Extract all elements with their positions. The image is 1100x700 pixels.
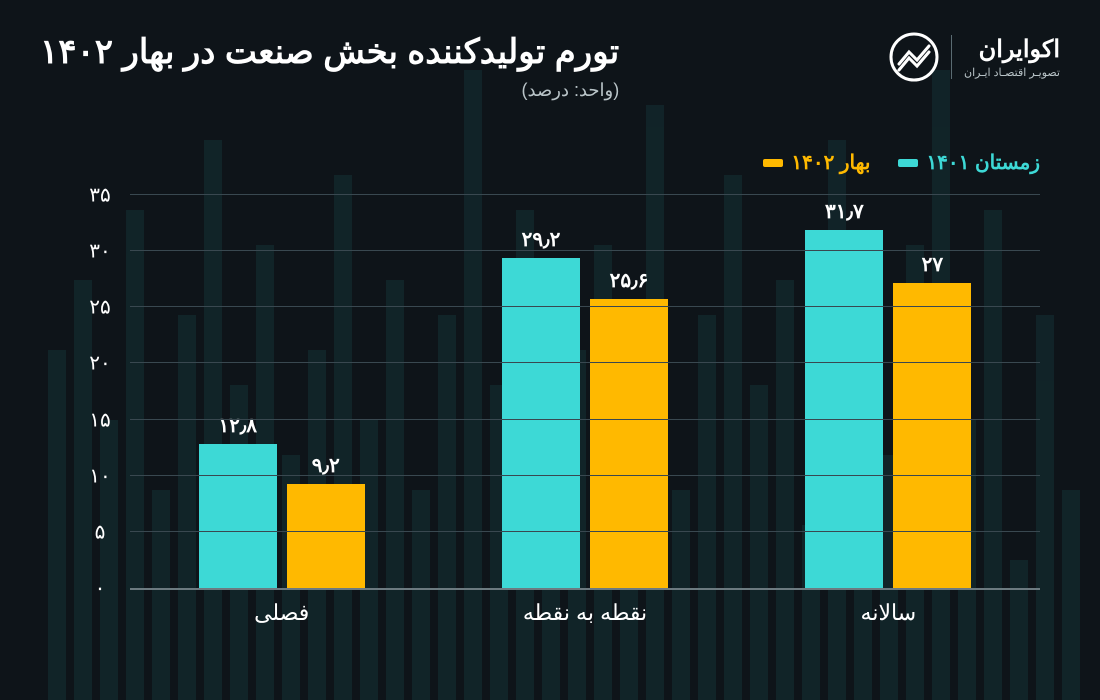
grid-line: [130, 475, 1040, 476]
y-tick-label: ۱۵: [80, 407, 120, 432]
logo-separator: [951, 35, 952, 79]
y-tick-label: ۲۰: [80, 351, 120, 376]
legend-label-a: زمستان ۱۴۰۱: [926, 150, 1040, 175]
bar: [502, 258, 580, 588]
bar-wrap: ۹٫۲: [287, 453, 365, 588]
bar-value-label: ۲۷: [922, 252, 943, 277]
y-tick-label: ۱۰: [80, 463, 120, 488]
bar: [893, 283, 971, 588]
bar-wrap: ۳۱٫۷: [805, 199, 883, 588]
grid-line: [130, 419, 1040, 420]
bar-wrap: ۲۵٫۶: [590, 268, 668, 588]
bar-value-label: ۲۵٫۶: [610, 268, 649, 293]
category-label: سالانه: [861, 600, 917, 626]
y-tick-label: ۰: [80, 576, 120, 601]
legend-label-b: بهار ۱۴۰۲: [791, 150, 870, 175]
plot-area: ۱۲٫۸۹٫۲فصلی۲۹٫۲۲۵٫۶نقطه به نقطه۳۱٫۷۲۷سال…: [130, 195, 1040, 590]
bar-value-label: ۱۲٫۸: [218, 413, 257, 438]
bar-value-label: ۲۹٫۲: [522, 227, 561, 252]
y-tick-label: ۲۵: [80, 295, 120, 320]
chart-area: ۱۲٫۸ ۹٫۲ فصلی ۲۹٫۲ ۲۵٫۶ نقطه به نقطه ۳۱٫۷ ۲۷ سال…: [80, 195, 1040, 630]
bar-group: ۲۹٫۲۲۵٫۶نقطه به نقطه: [502, 227, 668, 588]
bar-group: ۱۲٫۸۹٫۲فصلی: [199, 413, 365, 588]
bar-wrap: ۲۷: [893, 252, 971, 588]
logo-name: اکوایران: [964, 35, 1060, 64]
bar-wrap: ۲۹٫۲: [502, 227, 580, 588]
logo: اکوایران تصویـر اقتصـاد ایـران: [889, 32, 1060, 82]
bar: [590, 299, 668, 588]
legend-swatch-b: [763, 159, 783, 167]
legend: زمستان ۱۴۰۱ بهار ۱۴۰۲: [763, 150, 1040, 175]
y-tick-label: ۳۵: [80, 183, 120, 208]
bar-wrap: ۱۲٫۸: [199, 413, 277, 588]
y-tick-label: ۳۰: [80, 239, 120, 264]
y-tick-label: ۵: [80, 519, 120, 544]
chart-subtitle: (واحد: درصد): [40, 80, 619, 101]
bar-value-label: ۳۱٫۷: [825, 199, 864, 224]
header: اکوایران تصویـر اقتصـاد ایـران تورم تولی…: [40, 32, 1060, 101]
grid-line: [130, 531, 1040, 532]
grid-line: [130, 362, 1040, 363]
legend-swatch-a: [898, 159, 918, 167]
logo-tagline: تصویـر اقتصـاد ایـران: [964, 66, 1060, 79]
chart-title: تورم تولیدکننده بخش صنعت در بهار ۱۴۰۲: [40, 32, 619, 72]
grid-line: [130, 194, 1040, 195]
legend-item-b: بهار ۱۴۰۲: [763, 150, 870, 175]
bar-groups: ۱۲٫۸۹٫۲فصلی۲۹٫۲۲۵٫۶نقطه به نقطه۳۱٫۷۲۷سال…: [130, 195, 1040, 588]
bar-group: ۳۱٫۷۲۷سالانه: [805, 199, 971, 588]
bar: [199, 444, 277, 588]
bar: [287, 484, 365, 588]
grid-line: [130, 306, 1040, 307]
grid-line: [130, 250, 1040, 251]
logo-icon: [889, 32, 939, 82]
category-label: فصلی: [254, 600, 309, 626]
bar: [805, 230, 883, 588]
category-label: نقطه به نقطه: [523, 600, 647, 626]
legend-item-a: زمستان ۱۴۰۱: [898, 150, 1040, 175]
